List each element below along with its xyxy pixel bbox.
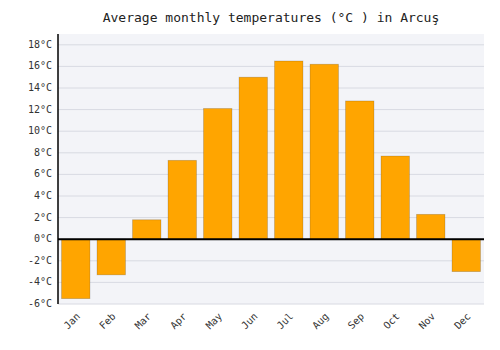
grid-line (58, 152, 484, 153)
grid-line (58, 196, 484, 197)
x-tick-label: Feb (97, 311, 118, 332)
y-tick-label: 16°C (28, 60, 52, 71)
bar (452, 239, 480, 271)
y-tick-label: -6°C (28, 298, 52, 309)
bar (381, 156, 409, 239)
y-tick-label: 10°C (28, 125, 52, 136)
grid-line (58, 304, 484, 305)
y-tick-label: 0°C (34, 233, 52, 244)
bar (310, 64, 338, 239)
chart-container: -6°C -4°C -2°C 0°C 2°C 4°C 6°C 8°C 10°C 12°C 14°C 1… (0, 0, 500, 350)
bar (275, 61, 303, 239)
x-tick-label: Aug (310, 311, 331, 332)
zero-line (58, 238, 484, 240)
grid-line (58, 282, 484, 283)
grid-line (58, 131, 484, 132)
x-tick-label: Apr (168, 311, 189, 332)
y-tick-label: 8°C (34, 147, 52, 158)
y-tick-label: 14°C (28, 82, 52, 93)
bar (417, 214, 445, 239)
grid-line (58, 44, 484, 45)
x-tick-label: Jan (62, 311, 83, 332)
x-tick-label: Nov (417, 311, 438, 332)
x-axis: Jan Feb Mar Apr May Jun Jul Aug Sep Oct Nov Dec (62, 311, 473, 332)
title: Average monthly temperatures (°C ) in Ar… (103, 10, 440, 25)
bar (97, 239, 125, 275)
grid-line (58, 109, 484, 110)
plot-area (58, 34, 484, 304)
y-axis-line (57, 34, 59, 304)
y-tick-label: 6°C (34, 168, 52, 179)
x-tick-label: Jul (275, 311, 296, 332)
bar (62, 239, 90, 298)
grid-line (58, 88, 484, 89)
y-tick-label: 18°C (28, 39, 52, 50)
bars (62, 61, 481, 299)
bar (346, 101, 374, 239)
grid-line (58, 174, 484, 175)
bar (204, 109, 232, 240)
y-tick-label: 4°C (34, 190, 52, 201)
y-tick-label: -2°C (28, 255, 52, 266)
bar (133, 220, 161, 239)
chart: -6°C -4°C -2°C 0°C 2°C 4°C 6°C 8°C 10°C 12°C 14°C 1… (0, 0, 500, 350)
x-tick-label: Jun (239, 311, 260, 332)
y-tick-label: -4°C (28, 276, 52, 287)
x-tick-label: Oct (381, 311, 402, 332)
bar (239, 77, 267, 239)
y-tick-label: 2°C (34, 212, 52, 223)
bar (168, 160, 196, 239)
y-axis: -6°C -4°C -2°C 0°C 2°C 4°C 6°C 8°C 10°C 12°C 14°C 1… (28, 39, 484, 309)
y-tick-label: 12°C (28, 104, 52, 115)
x-tick-label: Mar (133, 311, 154, 332)
x-tick-label: Sep (346, 311, 367, 332)
x-tick-label: Dec (452, 311, 473, 332)
x-tick-label: May (204, 311, 225, 332)
grid-line (58, 66, 484, 67)
grid-line (58, 239, 484, 240)
